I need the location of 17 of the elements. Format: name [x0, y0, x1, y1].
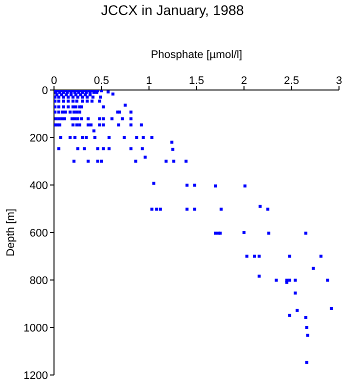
x-tick-label: 2.5	[284, 75, 300, 87]
x-tick-label: 1.5	[188, 75, 204, 87]
y-tick-label: 200	[30, 132, 48, 144]
y-tick-label: 1000	[24, 322, 48, 334]
x-tick-label: 3	[336, 75, 342, 87]
x-tick-label: 1	[146, 75, 152, 87]
y-axis-title: Depth [m]	[4, 208, 17, 256]
y-tick-label: 0	[42, 84, 48, 97]
x-tick-label: 2	[240, 75, 248, 87]
x-tick-label: 0.5	[94, 75, 110, 87]
y-tick-label: 600	[30, 227, 48, 240]
y-tick-label: 800	[30, 274, 48, 287]
chart-title: JCCX in January, 1988	[100, 2, 245, 18]
x-tick-label: 0	[50, 75, 58, 87]
y-tick-label: 400	[30, 180, 48, 192]
y-tick-label: 1200	[24, 370, 48, 382]
x-axis-title: Phosphate [µmol/l]	[150, 48, 242, 61]
